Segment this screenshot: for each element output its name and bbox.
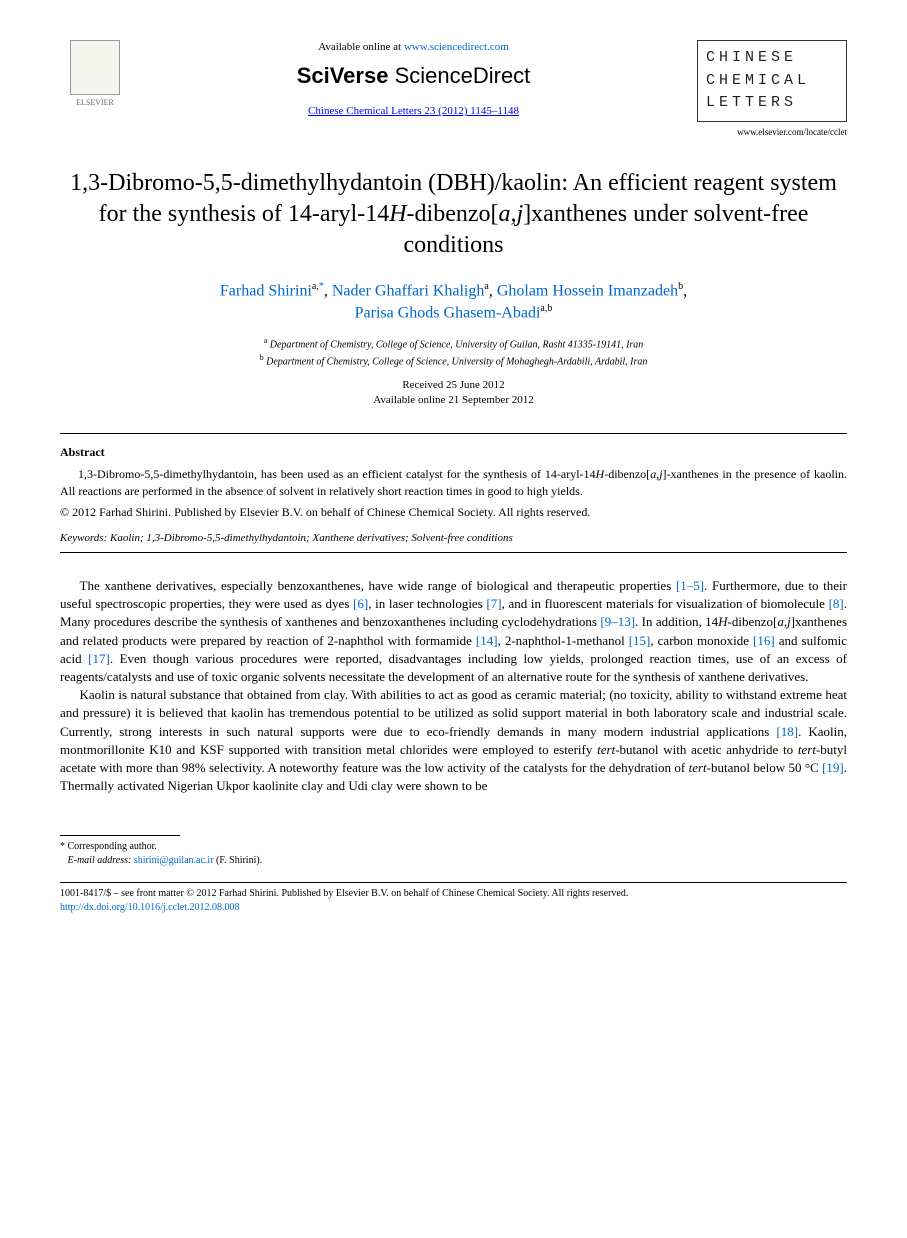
ref-14[interactable]: [14] — [476, 633, 498, 648]
aff-b-sup: b — [260, 353, 264, 362]
sciverse-brand: SciVerse ScienceDirect — [150, 61, 677, 92]
ref-6[interactable]: [6] — [353, 596, 368, 611]
ref-9-13[interactable]: [9–13] — [600, 614, 635, 629]
abstract-top-rule — [60, 433, 847, 434]
header-row: ELSEVIER Available online at www.science… — [60, 40, 847, 138]
elsevier-logo: ELSEVIER — [60, 40, 130, 120]
abstract-copyright: © 2012 Farhad Shirini. Published by Else… — [60, 504, 847, 521]
ref-8[interactable]: [8] — [829, 596, 844, 611]
aff-a-sup: a — [264, 336, 268, 345]
author-1[interactable]: Farhad Shirini — [220, 282, 312, 299]
body-text: The xanthene derivatives, especially ben… — [60, 577, 847, 795]
footnote-separator — [60, 835, 180, 836]
body-paragraph-1: The xanthene derivatives, especially ben… — [60, 577, 847, 686]
received-date: Received 25 June 2012 — [402, 379, 504, 391]
ref-19[interactable]: [19] — [822, 760, 844, 775]
article-title: 1,3-Dibromo-5,5-dimethylhydantoin (DBH)/… — [60, 168, 847, 262]
author-1-sup: a,* — [312, 281, 324, 292]
elsevier-tree-icon — [70, 40, 120, 95]
authors-block: Farhad Shirinia,*, Nader Ghaffari Khalig… — [60, 280, 847, 325]
journal-citation: Chinese Chemical Letters 23 (2012) 1145–… — [150, 104, 677, 119]
journal-name-line2: Chemical — [706, 70, 838, 93]
sciencedirect-link[interactable]: www.sciencedirect.com — [404, 41, 509, 53]
elsevier-label: ELSEVIER — [76, 97, 114, 108]
email-label: E-mail address: — [68, 855, 132, 866]
journal-url: www.elsevier.com/locate/cclet — [697, 126, 847, 139]
author-4-sup: a,b — [540, 303, 552, 314]
author-2-sup: a — [484, 281, 488, 292]
ref-18[interactable]: [18] — [776, 724, 798, 739]
keywords-label: Keywords: — [60, 532, 107, 544]
footnotes: * Corresponding author. E-mail address: … — [60, 840, 847, 868]
issn-copyright: 1001-8417/$ – see front matter © 2012 Fa… — [60, 887, 847, 901]
email-line: E-mail address: shirini@guilan.ac.ir (F.… — [60, 854, 847, 868]
author-2[interactable]: Nader Ghaffari Khaligh — [332, 282, 485, 299]
available-online: Available online at www.sciencedirect.co… — [150, 40, 677, 55]
center-header: Available online at www.sciencedirect.co… — [130, 40, 697, 120]
front-matter-separator — [60, 882, 847, 883]
online-date: Available online 21 September 2012 — [373, 394, 533, 406]
corresponding-star[interactable]: * — [319, 281, 324, 292]
article-dates: Received 25 June 2012 Available online 2… — [60, 378, 847, 409]
ref-15[interactable]: [15] — [629, 633, 651, 648]
available-prefix: Available online at — [318, 41, 404, 53]
journal-box: Chinese Chemical Letters — [697, 40, 847, 122]
author-3-sup: b — [678, 281, 683, 292]
affiliations: a Department of Chemistry, College of Sc… — [60, 335, 847, 370]
keywords-text: Kaolin; 1,3-Dibromo-5,5-dimethylhydantoi… — [107, 532, 512, 544]
ref-7[interactable]: [7] — [486, 596, 501, 611]
ref-1-5[interactable]: [1–5] — [676, 578, 704, 593]
keywords: Keywords: Kaolin; 1,3-Dibromo-5,5-dimeth… — [60, 531, 847, 546]
corresponding-author: * Corresponding author. — [60, 840, 847, 854]
ref-17[interactable]: [17] — [88, 651, 110, 666]
author-4[interactable]: Parisa Ghods Ghasem-Abadi — [355, 305, 541, 322]
abstract-bottom-rule — [60, 552, 847, 553]
front-matter: 1001-8417/$ – see front matter © 2012 Fa… — [60, 887, 847, 915]
sciverse-bold: SciVerse — [297, 63, 395, 88]
journal-box-wrap: Chinese Chemical Letters www.elsevier.co… — [697, 40, 847, 138]
email-address[interactable]: shirini@guilan.ac.ir — [134, 855, 214, 866]
journal-name-line1: Chinese — [706, 47, 838, 70]
aff-a-text: Department of Chemistry, College of Scie… — [270, 339, 644, 350]
author-3[interactable]: Gholam Hossein Imanzadeh — [497, 282, 678, 299]
ref-16[interactable]: [16] — [753, 633, 775, 648]
body-paragraph-2: Kaolin is natural substance that obtaine… — [60, 686, 847, 795]
email-who: (F. Shirini). — [214, 855, 263, 866]
abstract-heading: Abstract — [60, 444, 847, 461]
journal-name-line3: Letters — [706, 92, 838, 115]
abstract-body: 1,3-Dibromo-5,5-dimethylhydantoin, has b… — [60, 466, 847, 500]
doi-link[interactable]: http://dx.doi.org/10.1016/j.cclet.2012.0… — [60, 902, 240, 913]
journal-citation-link[interactable]: Chinese Chemical Letters 23 (2012) 1145–… — [308, 105, 519, 117]
aff-b-text: Department of Chemistry, College of Scie… — [266, 357, 647, 368]
sciencedirect-light: ScienceDirect — [395, 63, 531, 88]
